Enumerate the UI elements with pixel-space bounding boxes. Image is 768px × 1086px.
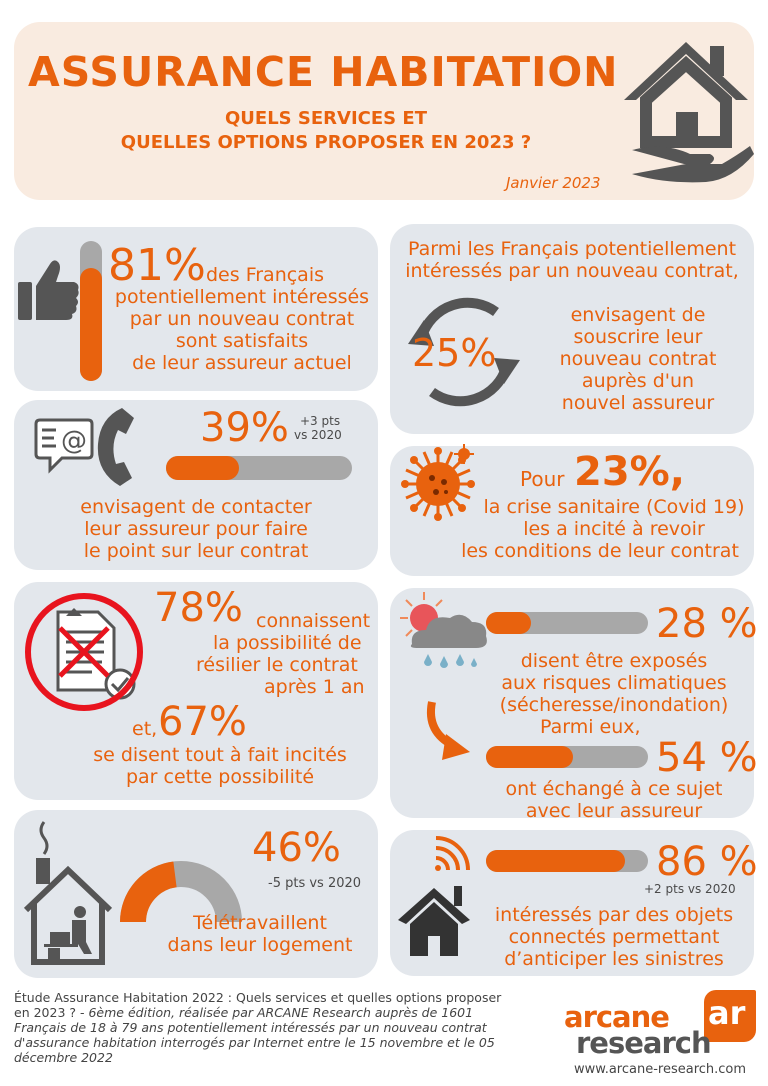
covid-prefix: Pour xyxy=(520,467,565,491)
house-hand-icon xyxy=(624,42,754,183)
cancel-line2: la possibilité de xyxy=(213,632,362,654)
footer-line4: d'assurance habitation interrogés par In… xyxy=(14,1035,495,1050)
footer-line5: décembre 2022 xyxy=(14,1050,113,1065)
satisfied-gauge-fill xyxy=(80,267,102,381)
virus-icon xyxy=(401,447,475,521)
smart-home-icon xyxy=(398,836,470,956)
satisfied-value: 81% xyxy=(108,240,206,291)
contact-delta2: vs 2020 xyxy=(294,428,342,442)
contact-bar xyxy=(166,456,352,480)
cancelled-contract-icon xyxy=(25,593,143,711)
covid-line2: les a incité à revoir xyxy=(523,518,705,540)
footer-line2: en 2023 ? - 6ème édition, réalisée par A… xyxy=(14,1005,554,1020)
new-insurer-intro1: Parmi les Français potentiellement xyxy=(407,238,737,260)
new-insurer-line5: nouvel assureur xyxy=(561,392,715,414)
satisfied-line1: des Français xyxy=(206,264,324,286)
remote-gauge-fill xyxy=(120,861,178,923)
contact-line1: envisagent de contacter xyxy=(80,496,312,518)
page-date: Janvier 2023 xyxy=(506,174,601,192)
website-link[interactable]: www.arcane-research.com xyxy=(574,1062,747,1077)
logo-mark-text: ar xyxy=(708,994,746,1032)
contact-line2: leur assureur pour faire xyxy=(84,518,308,540)
page-title: ASSURANCE HABITATION xyxy=(28,48,619,96)
satisfied-gauge xyxy=(80,241,102,381)
satisfied-line4: sont satisfaits xyxy=(175,330,309,352)
climate-intro2: Parmi eux, xyxy=(540,716,641,738)
climate-line3: (sécheresse/inondation) xyxy=(499,694,729,716)
connected-delta: +2 pts vs 2020 xyxy=(644,882,736,896)
email-chat-icon: @ xyxy=(34,418,94,474)
covid-line1: la crise sanitaire (Covid 19) xyxy=(483,496,745,518)
page-subtitle-line1: QUELS SERVICES ET xyxy=(225,108,427,129)
contact-line3: le point sur leur contrat xyxy=(83,540,309,562)
cancel-line4: après 1 an xyxy=(264,676,365,698)
virus-small-icon xyxy=(454,444,474,464)
remote-value: 46% xyxy=(252,825,341,871)
card-remote xyxy=(14,810,378,978)
logo-word-arcane: arcane xyxy=(564,1000,670,1034)
header-banner: ASSURANCE HABITATION QUELS SERVICES ET Q… xyxy=(14,22,754,200)
covid-line3: les conditions de leur contrat xyxy=(461,540,739,562)
footer-source: Étude Assurance Habitation 2022 : Quels … xyxy=(14,990,554,1065)
climate-line5: avec leur assureur xyxy=(525,800,703,822)
thumbs-up-icon xyxy=(18,260,79,320)
cancel-value: 78% xyxy=(154,585,243,631)
connected-line3: d’anticiper les sinistres xyxy=(504,948,724,970)
phone-icon xyxy=(97,408,134,486)
climate-bar xyxy=(486,612,648,634)
climate-line2: aux risques climatiques xyxy=(501,672,727,694)
climate-line1: disent être exposés xyxy=(520,650,708,672)
contact-value: 39% xyxy=(200,405,289,451)
contact-bar-fill xyxy=(166,456,239,480)
climate-value: 28 % xyxy=(656,601,758,647)
connected-value: 86 % xyxy=(656,839,758,885)
new-insurer-line1: envisagent de xyxy=(570,304,706,326)
remote-gauge xyxy=(120,861,242,923)
footer-line1: Étude Assurance Habitation 2022 : Quels … xyxy=(14,990,502,1005)
climate-bar-fill xyxy=(486,612,532,634)
satisfied-line5: de leur assureur actuel xyxy=(132,352,352,374)
remote-delta: -5 pts vs 2020 xyxy=(268,876,362,891)
climate-exchange-bar xyxy=(486,746,648,768)
climate-exchange-bar-fill xyxy=(486,746,574,768)
cancel-prefix2: et, xyxy=(132,718,158,740)
page-subtitle-line2: QUELLES OPTIONS PROPOSER EN 2023 ? xyxy=(120,132,532,153)
contact-delta1: +3 pts xyxy=(300,414,341,428)
new-insurer-line3: nouveau contrat xyxy=(559,348,717,370)
new-insurer-line2: souscrire leur xyxy=(573,326,703,348)
logo-word-research: research xyxy=(576,1026,712,1060)
arcane-logo[interactable]: arcane ar research xyxy=(564,990,760,1064)
connected-bar-fill xyxy=(486,850,626,872)
footer-line2a: en 2023 ? - xyxy=(14,1005,85,1020)
satisfied-line2: potentiellement intéressés xyxy=(114,286,370,308)
cancel-line6: par cette possibilité xyxy=(125,766,315,788)
weather-cloud-icon xyxy=(400,592,487,668)
satisfied-line3: par un nouveau contrat xyxy=(129,308,355,330)
connected-line2: connectés permettant xyxy=(508,926,720,948)
cancel-line3: résilier le contrat xyxy=(196,654,358,676)
cancel-line1: connaissent xyxy=(256,610,371,632)
covid-value: 23%, xyxy=(574,449,685,495)
connected-line1: intéressés par des objets xyxy=(494,904,734,926)
new-insurer-line4: auprès d'un xyxy=(581,370,695,392)
climate-value2: 54 % xyxy=(656,735,758,781)
logo-mark: ar xyxy=(704,990,756,1042)
curved-arrow-icon xyxy=(427,701,470,760)
new-insurer-intro2: intéressés par un nouveau contrat, xyxy=(405,260,739,282)
cancel-line5: se disent tout à fait incités xyxy=(93,744,347,766)
climate-line4: ont échangé à ce sujet xyxy=(505,778,723,800)
new-insurer-value: 25% xyxy=(412,331,497,375)
footer-line2b: 6ème édition, réalisée par ARCANE Resear… xyxy=(88,1005,474,1020)
svg-text:@: @ xyxy=(61,426,87,456)
remote-line2: dans leur logement xyxy=(167,934,353,956)
footer-line3: Français de 18 à 79 ans potentiellement … xyxy=(14,1020,487,1035)
cancel-value2: 67% xyxy=(158,699,247,745)
refresh-cycle-icon xyxy=(408,297,520,407)
remote-line1: Télétravaillent xyxy=(193,912,327,934)
connected-bar xyxy=(486,850,648,872)
home-office-icon xyxy=(23,821,113,965)
